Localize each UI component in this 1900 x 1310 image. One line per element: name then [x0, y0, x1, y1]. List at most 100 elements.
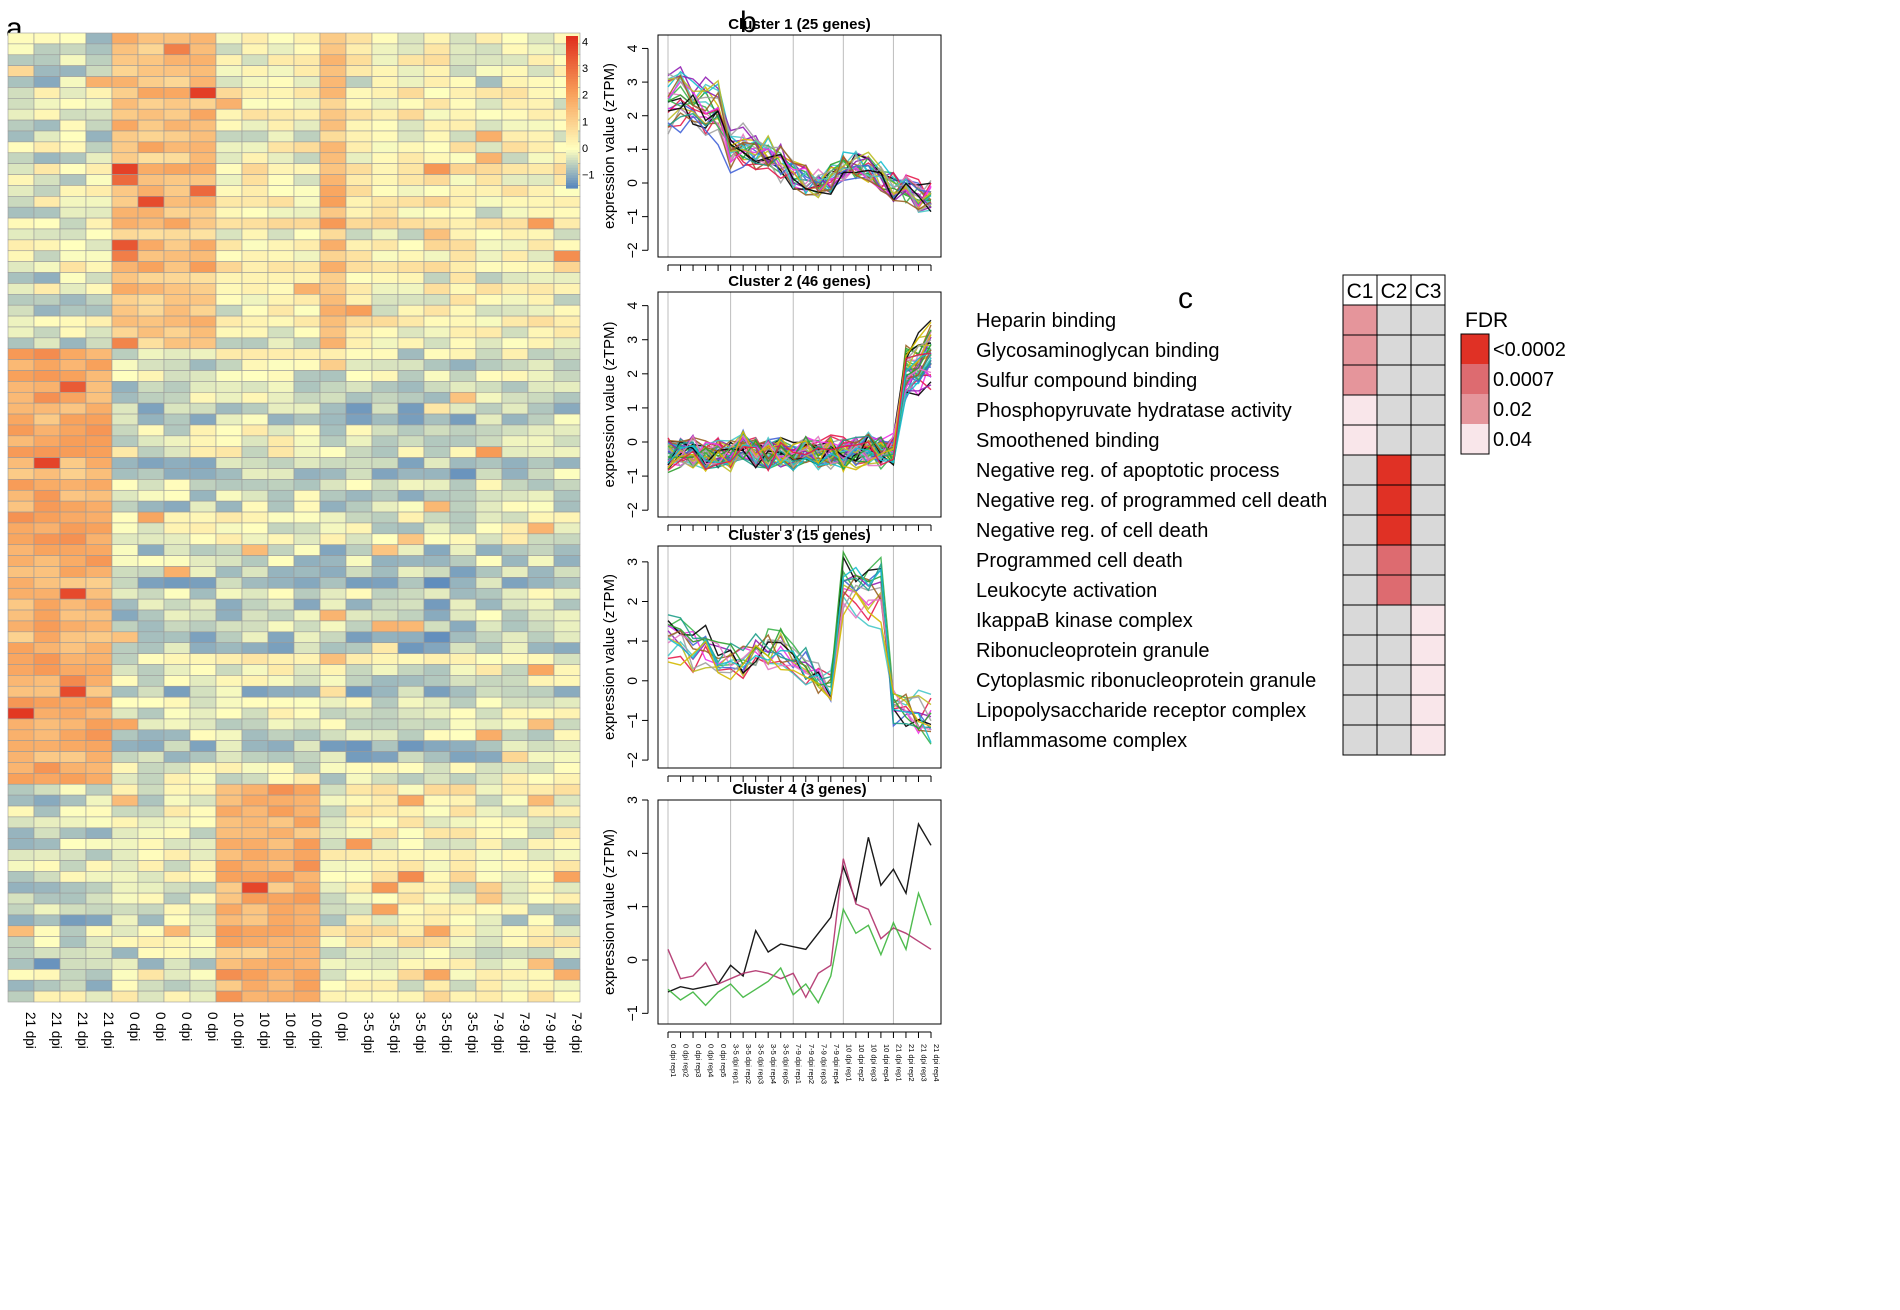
heatmap-cell: [319, 969, 347, 981]
heatmap-cell: [345, 185, 373, 197]
heatmap-cell: [59, 391, 87, 404]
heatmap-cell: [501, 707, 529, 720]
heatmap-cell: [215, 642, 243, 654]
y-tick-label: 2: [624, 112, 640, 120]
heatmap-cell: [163, 598, 191, 611]
heatmap-cell: [267, 751, 295, 763]
heatmap-cell: [319, 620, 347, 633]
heatmap-cell: [397, 468, 425, 480]
heatmap-cell: [137, 108, 165, 121]
heatmap-cell: [423, 533, 451, 546]
heatmap-cell: [423, 196, 451, 208]
heatmap-cell: [449, 479, 477, 491]
term-label: Negative reg. of apoptotic process: [976, 460, 1280, 482]
colorbar-segment: [566, 129, 578, 133]
heatmap-cell: [345, 381, 373, 393]
heatmap-column-label: 10 dpi: [257, 1012, 272, 1049]
heatmap-cell: [241, 958, 269, 970]
heatmap-cell: [319, 272, 347, 284]
heatmap-cell: [215, 65, 243, 77]
heatmap-cell: [241, 555, 269, 567]
heatmap-cell: [163, 43, 191, 56]
heatmap-cell: [449, 32, 477, 45]
heatmap-cell: [7, 805, 35, 818]
heatmap-cell: [215, 43, 243, 56]
heatmap-cell: [319, 152, 347, 164]
heatmap-cell: [345, 391, 373, 404]
heatmap-cell: [475, 315, 503, 328]
heatmap-cell: [189, 696, 217, 709]
heatmap-cell: [293, 805, 321, 818]
enrichment-cell: [1410, 604, 1446, 636]
heatmap-cell: [293, 914, 321, 927]
heatmap-cell: [527, 239, 555, 252]
heatmap-cell: [111, 304, 139, 317]
heatmap-cell: [293, 827, 321, 839]
heatmap-cell: [163, 903, 191, 916]
series-line: [667, 93, 932, 213]
heatmap-cell: [85, 261, 113, 273]
heatmap-cell: [59, 413, 87, 426]
heatmap-cell: [553, 206, 581, 219]
heatmap-cell: [293, 522, 321, 535]
heatmap-cell: [293, 871, 321, 883]
heatmap-cell: [397, 707, 425, 720]
heatmap-cell: [59, 620, 87, 633]
heatmap-cell: [397, 860, 425, 872]
heatmap-cell: [111, 990, 139, 1003]
heatmap-cell: [475, 348, 503, 360]
heatmap-cell: [59, 958, 87, 970]
heatmap-cell: [7, 620, 35, 633]
heatmap-cell: [397, 718, 425, 731]
heatmap-cell: [85, 631, 113, 644]
heatmap-cell: [319, 718, 347, 731]
heatmap-cell: [59, 283, 87, 295]
heatmap-cell: [33, 587, 61, 600]
heatmap-cell: [85, 108, 113, 121]
colorbar-segment: [566, 127, 578, 131]
heatmap-cell: [475, 914, 503, 927]
heatmap-cell: [7, 283, 35, 295]
heatmap-cell: [527, 642, 555, 654]
heatmap-cell: [553, 620, 581, 633]
heatmap-cell: [111, 664, 139, 676]
heatmap-cell: [553, 413, 581, 426]
heatmap-cell: [397, 228, 425, 241]
heatmap-cell: [475, 675, 503, 687]
heatmap-cell: [501, 359, 529, 371]
heatmap-cell: [527, 696, 555, 709]
heatmap-cell: [59, 881, 87, 894]
heatmap-cell: [33, 544, 61, 556]
heatmap-cell: [85, 707, 113, 720]
heatmap-cell: [137, 457, 165, 469]
heatmap-cell: [267, 892, 295, 905]
y-tick-label: −2: [624, 242, 640, 258]
heatmap-cell: [293, 391, 321, 404]
heatmap-cell: [449, 838, 477, 850]
heatmap-cell: [59, 696, 87, 709]
heatmap-cell: [553, 544, 581, 556]
heatmap-cell: [371, 196, 399, 208]
enrichment-cell: [1342, 394, 1378, 426]
heatmap-cell: [475, 98, 503, 110]
heatmap-cell: [163, 152, 191, 164]
heatmap-cell: [33, 283, 61, 295]
heatmap-cell: [189, 707, 217, 720]
heatmap-cell: [501, 881, 529, 894]
y-axis-label: expression value (zTPM): [601, 574, 618, 740]
heatmap-cell: [397, 119, 425, 132]
heatmap-cell: [163, 544, 191, 556]
heatmap-cell: [475, 773, 503, 785]
heatmap-cell: [345, 359, 373, 371]
heatmap-cell: [319, 130, 347, 143]
heatmap-cell: [267, 228, 295, 241]
heatmap-cell: [423, 130, 451, 143]
heatmap-cell: [137, 860, 165, 872]
heatmap-cell: [163, 707, 191, 720]
heatmap-cell: [527, 65, 555, 77]
heatmap-cell: [7, 163, 35, 175]
heatmap-column-label: 3-5 dpi: [387, 1012, 402, 1053]
heatmap-cell: [33, 773, 61, 785]
